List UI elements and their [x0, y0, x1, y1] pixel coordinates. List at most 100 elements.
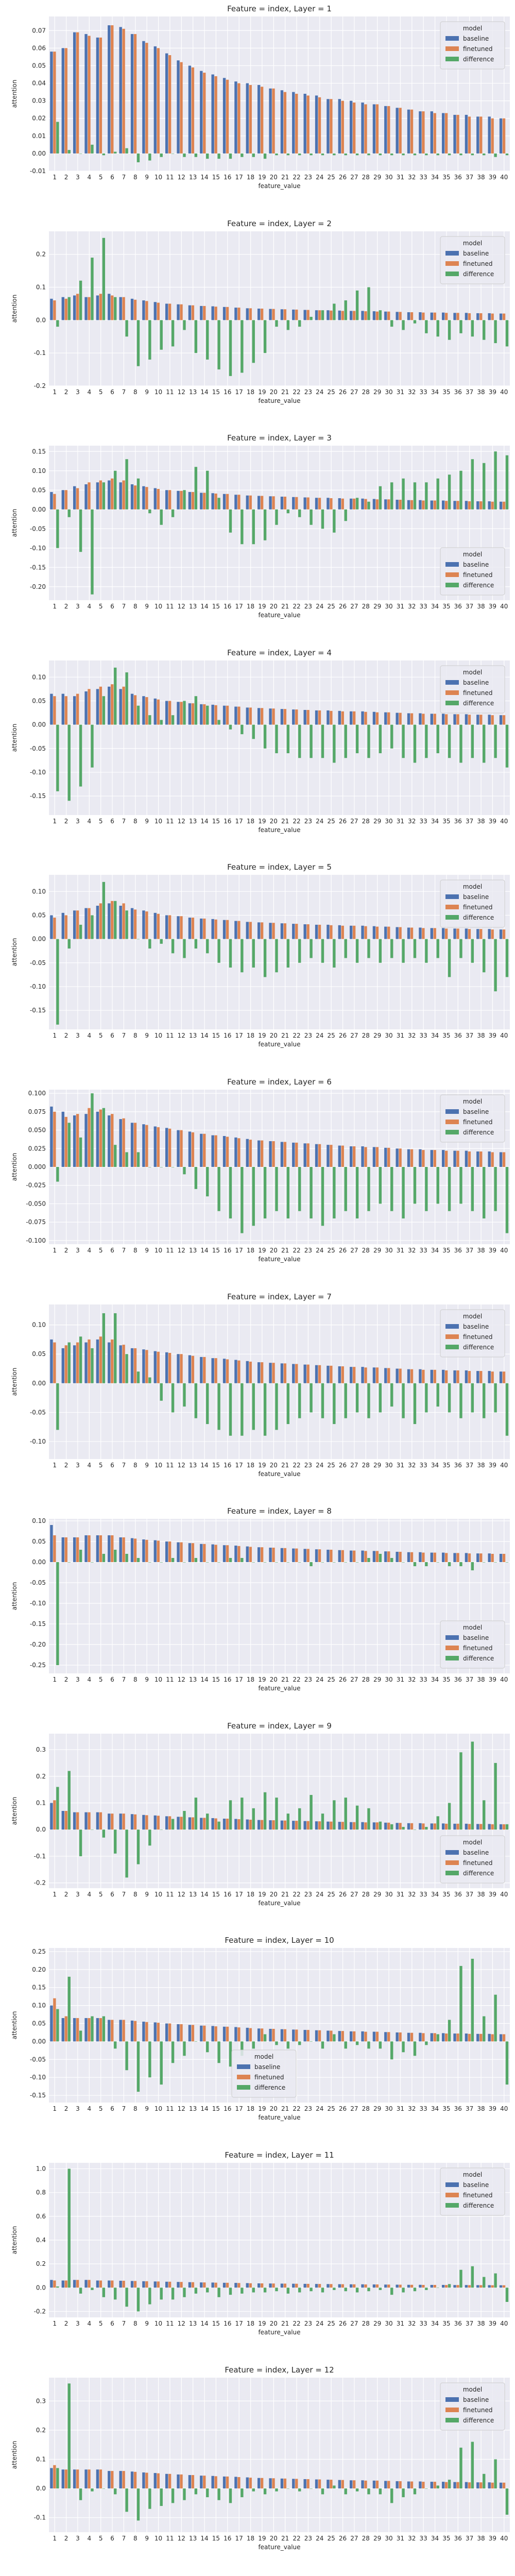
- bar-baseline-36: [453, 714, 456, 725]
- bar-finetuned-28: [364, 1822, 367, 1830]
- bar-baseline-7: [119, 906, 122, 939]
- bar-difference-20: [275, 724, 278, 753]
- chart-panel-2: -0.2-0.10.00.10.21 2 3 4 5 6 7 8 9 10 11 12 13 14 15 16…: [11, 219, 510, 404]
- x-tick-label: 40: [500, 174, 508, 181]
- bar-baseline-16: [222, 705, 226, 725]
- legend-entry-difference: difference: [463, 1870, 494, 1877]
- y-tick-label: 0.00: [32, 150, 46, 157]
- bar-baseline-15: [211, 2026, 214, 2042]
- bar-baseline-40: [499, 1371, 503, 1383]
- bar-difference-3: [79, 2030, 82, 2042]
- bar-difference-27: [355, 724, 359, 753]
- bar-difference-8: [136, 1152, 140, 1167]
- bar-finetuned-24: [318, 1821, 321, 1830]
- bar-baseline-18: [246, 2027, 249, 2042]
- x-tick-label: 35: [442, 1676, 450, 1683]
- legend-entry-difference: difference: [463, 582, 494, 589]
- x-tick-label: 8: [133, 818, 138, 825]
- bar-difference-40: [505, 1562, 509, 1563]
- bar-difference-32: [413, 1562, 417, 1566]
- bar-finetuned-25: [330, 2030, 333, 2042]
- bar-difference-24: [321, 310, 324, 320]
- x-tick-label: 23: [304, 388, 312, 396]
- bar-difference-40: [505, 939, 509, 977]
- bar-finetuned-5: [99, 2018, 102, 2042]
- bar-difference-8: [136, 2041, 140, 2092]
- bar-difference-21: [286, 153, 290, 156]
- bar-difference-7: [125, 1152, 128, 1167]
- bar-difference-35: [448, 1167, 451, 1211]
- bar-difference-27: [355, 1383, 359, 1413]
- bar-finetuned-3: [76, 32, 79, 154]
- bar-baseline-12: [177, 490, 180, 510]
- bar-finetuned-40: [502, 929, 506, 939]
- x-tick-label: 16: [224, 1676, 231, 1683]
- x-tick-label: 30: [385, 603, 392, 610]
- bar-difference-39: [494, 2459, 497, 2489]
- bar-baseline-27: [349, 711, 353, 725]
- bar-difference-23: [310, 2041, 313, 2042]
- x-tick-label: 33: [420, 1891, 427, 1898]
- x-tick-label: 3: [76, 2105, 80, 2112]
- bar-finetuned-20: [272, 923, 275, 939]
- bar-difference-37: [471, 724, 474, 758]
- bar-baseline-4: [84, 908, 88, 939]
- y-tick-label: 0.2: [36, 1773, 46, 1780]
- bar-finetuned-9: [145, 2281, 148, 2288]
- bar-difference-14: [206, 1383, 209, 1425]
- x-tick-label: 40: [500, 1891, 508, 1898]
- bar-difference-2: [67, 297, 71, 320]
- bar-difference-15: [217, 2287, 220, 2297]
- bar-difference-21: [286, 724, 290, 753]
- bar-baseline-6: [108, 2020, 111, 2042]
- bar-baseline-38: [476, 313, 479, 320]
- bar-finetuned-19: [260, 2283, 264, 2288]
- bar-difference-1: [56, 1383, 59, 1430]
- bar-difference-6: [114, 667, 117, 725]
- y-axis-label: attention: [11, 724, 18, 752]
- bar-finetuned-24: [318, 2284, 321, 2288]
- bar-baseline-2: [61, 912, 64, 939]
- bar-finetuned-23: [306, 1549, 310, 1562]
- bar-finetuned-23: [306, 2030, 310, 2042]
- bar-difference-31: [402, 1562, 405, 1563]
- bar-difference-31: [402, 1167, 405, 1218]
- bar-baseline-21: [280, 1142, 284, 1167]
- legend-entry-difference: difference: [463, 1129, 494, 1136]
- bar-difference-34: [436, 724, 439, 753]
- bar-finetuned-16: [226, 2476, 229, 2489]
- bar-difference-1: [56, 939, 59, 1025]
- bar-difference-34: [436, 1816, 439, 1830]
- bar-difference-17: [241, 1558, 244, 1562]
- legend-swatch-finetuned: [445, 1120, 459, 1124]
- x-tick-label: 17: [235, 1247, 243, 1254]
- bar-difference-5: [102, 1108, 106, 1167]
- bar-baseline-12: [177, 2474, 180, 2489]
- bar-finetuned-17: [237, 706, 241, 725]
- bar-baseline-24: [315, 1365, 318, 1383]
- bar-baseline-35: [441, 714, 445, 725]
- bar-difference-37: [471, 939, 474, 963]
- bar-finetuned-16: [226, 1137, 229, 1167]
- bar-difference-36: [459, 939, 462, 958]
- x-axis-label: feature_value: [258, 2329, 300, 2336]
- bar-difference-17: [241, 509, 244, 545]
- bar-difference-29: [379, 153, 382, 156]
- bar-baseline-30: [384, 926, 387, 939]
- bar-difference-39: [494, 451, 497, 510]
- bar-difference-23: [310, 2488, 313, 2489]
- x-tick-label: 17: [235, 2320, 243, 2327]
- bar-baseline-25: [327, 710, 330, 725]
- bar-difference-6: [114, 2041, 117, 2049]
- bar-difference-38: [483, 2016, 486, 2042]
- bar-difference-19: [263, 1383, 267, 1436]
- bar-difference-37: [471, 459, 474, 510]
- bar-baseline-8: [130, 908, 134, 939]
- bar-difference-27: [355, 1805, 359, 1830]
- bar-difference-14: [206, 153, 209, 159]
- bar-finetuned-1: [53, 2280, 56, 2288]
- bar-difference-29: [379, 1383, 382, 1413]
- bar-finetuned-15: [214, 2282, 217, 2288]
- bar-finetuned-24: [318, 1549, 321, 1562]
- bar-baseline-38: [476, 1824, 479, 1830]
